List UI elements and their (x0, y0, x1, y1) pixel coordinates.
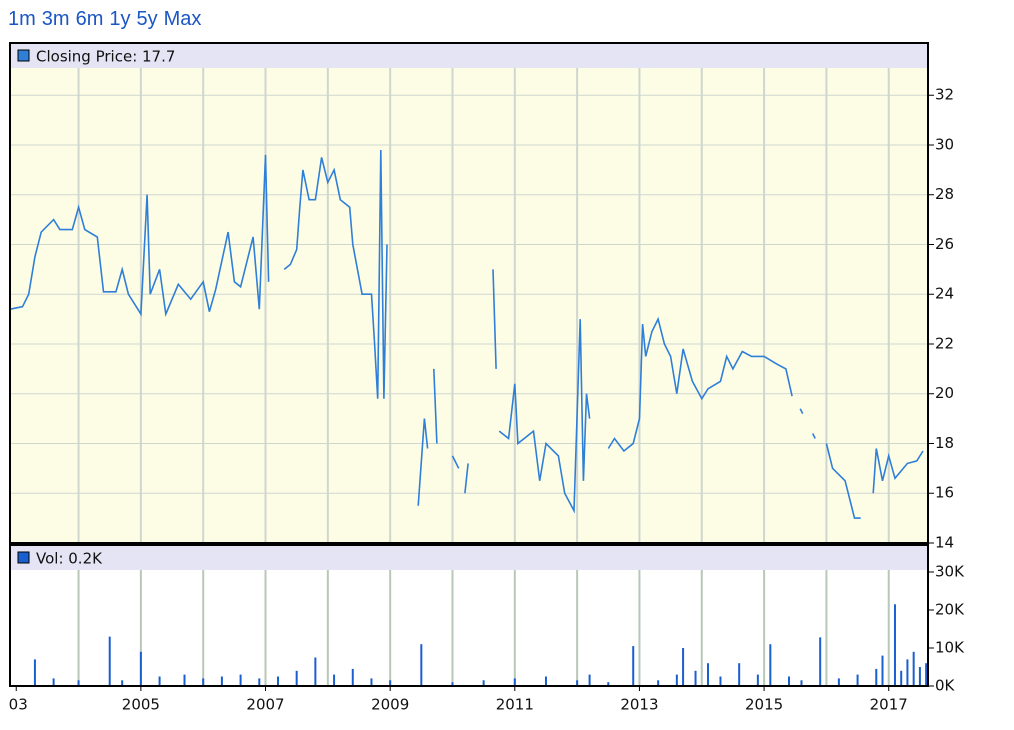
range-link[interactable]: 6m (75, 8, 104, 30)
volume-bar (139, 651, 142, 686)
volume-bar (276, 676, 279, 686)
volume-bar (258, 678, 261, 686)
y-tick-label: 28 (935, 185, 954, 203)
volume-bar (837, 678, 840, 686)
volume-bar (918, 666, 921, 686)
range-link[interactable]: 1m (8, 8, 36, 30)
y-tick-label: 14 (935, 534, 954, 552)
y-tick-label: 10K (935, 638, 965, 656)
volume-bar (108, 636, 111, 686)
volume-bar (912, 651, 915, 686)
y-tick-label: 0K (935, 677, 956, 695)
volume-bar (389, 680, 392, 686)
volume-bar (121, 680, 124, 686)
panel-border (9, 42, 929, 544)
volume-bar (295, 670, 298, 686)
volume-bar (513, 678, 516, 686)
range-links: 1m 3m 6m 1y 5y Max (8, 8, 207, 31)
x-tick-label: 2009 (371, 696, 409, 714)
price-line (9, 149, 924, 519)
legend-label: Closing Price: 17.7 (36, 48, 175, 66)
y-tick-label: 20K (935, 600, 965, 618)
volume-bar (800, 680, 803, 686)
legend-swatch (17, 49, 30, 62)
volume-bar (420, 644, 423, 686)
volume-bar (314, 657, 317, 686)
volume-bar (893, 604, 896, 686)
y-tick-label: 26 (935, 235, 954, 253)
volume-bar (588, 674, 591, 686)
x-tick-label: 2005 (122, 696, 160, 714)
volume-bar (756, 674, 759, 686)
volume-bar (576, 680, 579, 686)
volume-bar (220, 676, 223, 686)
volume-bar (819, 637, 822, 686)
volume-bar (451, 682, 454, 686)
volume-bar (881, 655, 884, 686)
volume-bar (694, 670, 697, 686)
x-tick-label: 03 (9, 696, 28, 714)
volume-bar (544, 676, 547, 686)
legend-label: Vol: 0.2K (36, 550, 103, 568)
volume-bar (856, 674, 859, 686)
legend-band (10, 545, 928, 570)
range-link[interactable]: 5y (136, 8, 158, 30)
y-tick-label: 30K (935, 562, 965, 580)
x-tick-label: 2011 (496, 696, 534, 714)
y-tick-label: 32 (935, 86, 954, 104)
volume-bar (707, 663, 710, 686)
volume-bar (183, 674, 186, 686)
panel-border (9, 544, 929, 687)
x-tick-label: 2007 (246, 696, 284, 714)
plot-background (10, 43, 928, 543)
volume-bar (738, 663, 741, 686)
y-tick-label: 16 (935, 484, 954, 502)
volume-bar (657, 680, 660, 686)
volume-bar (52, 678, 55, 686)
volume-bar (875, 668, 878, 686)
volume-bar (351, 668, 354, 686)
volume-bar (675, 674, 678, 686)
volume-bar (239, 674, 242, 686)
volume-bar (33, 659, 36, 686)
x-tick-label: 2013 (620, 696, 658, 714)
volume-bar (906, 659, 909, 686)
volume-bar (632, 646, 635, 686)
y-tick-label: 30 (935, 135, 954, 153)
volume-bar (900, 670, 903, 686)
volume-bar (682, 647, 685, 686)
legend-band (10, 43, 928, 68)
x-tick-label: 2015 (745, 696, 783, 714)
y-tick-label: 20 (935, 384, 954, 402)
legend-swatch (17, 551, 30, 564)
volume-bar (158, 676, 161, 686)
x-tick-label: 2017 (870, 696, 908, 714)
range-link[interactable]: 3m (41, 8, 70, 30)
volume-bar (719, 676, 722, 686)
y-tick-label: 22 (935, 334, 954, 352)
volume-bar (769, 644, 772, 686)
volume-bar (482, 680, 485, 686)
volume-bar (788, 676, 791, 686)
y-tick-label: 18 (935, 434, 954, 452)
volume-bar (202, 678, 205, 686)
range-link[interactable]: Max (163, 8, 202, 30)
y-tick-label: 24 (935, 285, 954, 303)
volume-bar (77, 680, 80, 686)
range-link[interactable]: 1y (109, 8, 131, 30)
volume-bar (370, 678, 373, 686)
volume-bar (333, 674, 336, 686)
volume-bar (925, 663, 928, 686)
volume-bar (607, 682, 610, 686)
